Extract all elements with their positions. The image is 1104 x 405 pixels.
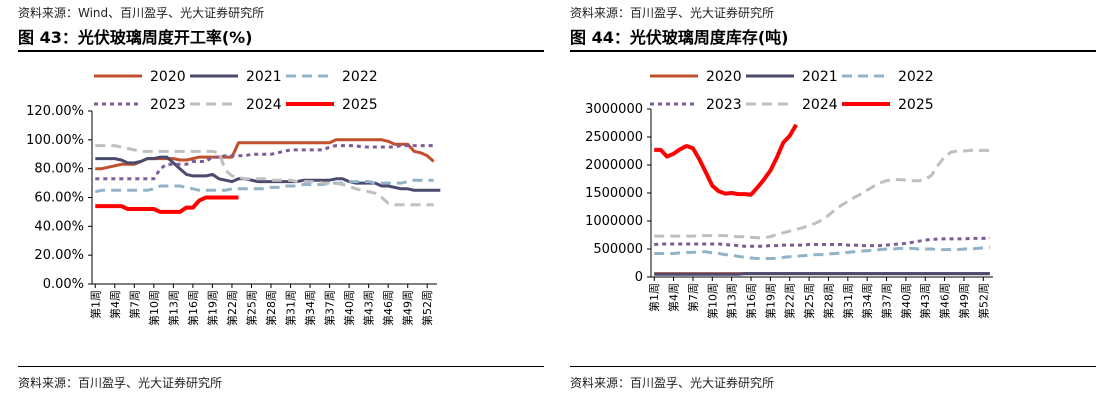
y-tick-label: 1500000: [585, 186, 643, 201]
series-line-2021: [654, 272, 990, 276]
legend-label-2022: 2022: [342, 69, 378, 85]
x-tick-label: 第52周: [976, 283, 990, 319]
x-tick-label: 第16周: [744, 283, 758, 319]
x-tick-label: 第28周: [264, 290, 278, 326]
x-tick-label: 第7周: [127, 290, 141, 319]
figure-title: 图 43：光伏玻璃周度开工率(%): [18, 28, 253, 47]
x-tick-label: 第19周: [205, 290, 219, 326]
legend-label-2025: 2025: [898, 97, 934, 113]
series-line-2023: [95, 144, 434, 181]
x-tick-label: 第43周: [362, 290, 376, 326]
x-tick-label: 第40周: [899, 283, 913, 319]
x-tick-label: 第22周: [225, 290, 239, 326]
x-tick-label: 第37周: [323, 290, 337, 326]
x-tick-label: 第22周: [783, 283, 797, 319]
legend-label-2022: 2022: [898, 69, 934, 85]
panel-operating-rate: 资料来源：Wind、百川盈孚、光大证券研究所 图 43：光伏玻璃周度开工率(%)…: [18, 6, 544, 390]
x-tick-label: 第1周: [647, 283, 661, 312]
x-tick-label: 第28周: [821, 283, 835, 319]
legend-label-2021: 2021: [802, 69, 838, 85]
y-tick-label: 60.00%: [34, 191, 84, 206]
series-line-2024: [654, 148, 990, 240]
y-tick-label: 40.00%: [34, 219, 84, 234]
x-tick-label: 第19周: [763, 283, 777, 319]
source-note-bottom: 资料来源：百川盈孚、光大证券研究所: [18, 376, 223, 390]
x-tick-label: 第49周: [401, 290, 415, 326]
x-tick-label: 第13周: [166, 290, 180, 326]
y-tick-label: 500000: [593, 242, 643, 257]
x-tick-label: 第46周: [938, 283, 952, 319]
y-tick-label: 100.00%: [26, 133, 84, 148]
legend-label-2023: 2023: [706, 97, 742, 113]
x-tick-label: 第34周: [303, 290, 317, 326]
y-tick-label: 1000000: [585, 214, 643, 229]
x-tick-label: 第10周: [147, 290, 161, 326]
x-tick-label: 第31周: [841, 283, 855, 319]
x-tick-label: 第52周: [420, 290, 434, 326]
legend-label-2024: 2024: [802, 97, 838, 113]
legend-label-2023: 2023: [150, 97, 186, 113]
series-line-2023: [654, 236, 990, 248]
series-line-2021: [95, 155, 441, 192]
y-tick-label: 3000000: [585, 102, 643, 117]
operating-rate-chart: 0.00% 20.00% 40.00% 60.00% 80.00% 100.00% 120.…: [26, 69, 441, 326]
legend-label-2020: 2020: [706, 69, 742, 85]
y-tick-label: 20.00%: [34, 248, 84, 263]
inventory-chart: 0 500000 1000000 1500000 2000000 2500000 30000…: [585, 69, 993, 319]
bottom-divider: [570, 366, 1096, 367]
x-tick-label: 第40周: [342, 290, 356, 326]
x-tick-label: 第4周: [667, 283, 681, 312]
x-tick-label: 第46周: [381, 290, 395, 326]
x-tick-label: 第25周: [244, 290, 258, 326]
x-tick-label: 第16周: [186, 290, 200, 326]
y-tick-label: 80.00%: [34, 162, 84, 177]
series-line-2024: [95, 144, 434, 207]
x-tick-label: 第1周: [88, 290, 102, 319]
title-divider: [570, 50, 1096, 52]
x-tick-label: 第31周: [284, 290, 298, 326]
y-tick-label: 0: [635, 270, 643, 285]
x-tick-label: 第10周: [705, 283, 719, 319]
series-line-2025: [95, 195, 239, 214]
x-tick-label: 第49周: [957, 283, 971, 319]
y-tick-label: 0.00%: [43, 277, 84, 292]
source-note-top: 资料来源：Wind、百川盈孚、光大证券研究所: [18, 6, 265, 20]
figure-title: 图 44：光伏玻璃周度库存(吨): [570, 28, 789, 47]
title-divider: [18, 50, 544, 52]
x-tick-label: 第43周: [918, 283, 932, 319]
legend-label-2024: 2024: [246, 97, 282, 113]
y-tick-label: 2500000: [585, 130, 643, 145]
legend-label-2021: 2021: [246, 69, 282, 85]
series-line-2025: [654, 123, 798, 197]
series-line-2022: [94, 178, 434, 194]
legend-label-2020: 2020: [150, 69, 186, 85]
x-tick-label: 第13周: [725, 283, 739, 319]
source-note-top: 资料来源：百川盈孚、光大证券研究所: [570, 6, 775, 20]
source-note-bottom: 资料来源：百川盈孚、光大证券研究所: [570, 376, 775, 390]
x-tick-label: 第37周: [880, 283, 894, 319]
y-tick-label: 120.00%: [26, 104, 84, 119]
x-tick-label: 第7周: [686, 283, 700, 312]
x-tick-label: 第25周: [802, 283, 816, 319]
legend-label-2025: 2025: [342, 97, 378, 113]
series-line-2022: [654, 245, 990, 260]
panel-inventory: 资料来源：百川盈孚、光大证券研究所 图 44：光伏玻璃周度库存(吨) 0 5000…: [552, 0, 1104, 405]
x-tick-label: 第4周: [108, 290, 122, 319]
y-tick-label: 2000000: [585, 158, 643, 173]
x-tick-label: 第34周: [860, 283, 874, 319]
bottom-divider: [18, 366, 544, 367]
